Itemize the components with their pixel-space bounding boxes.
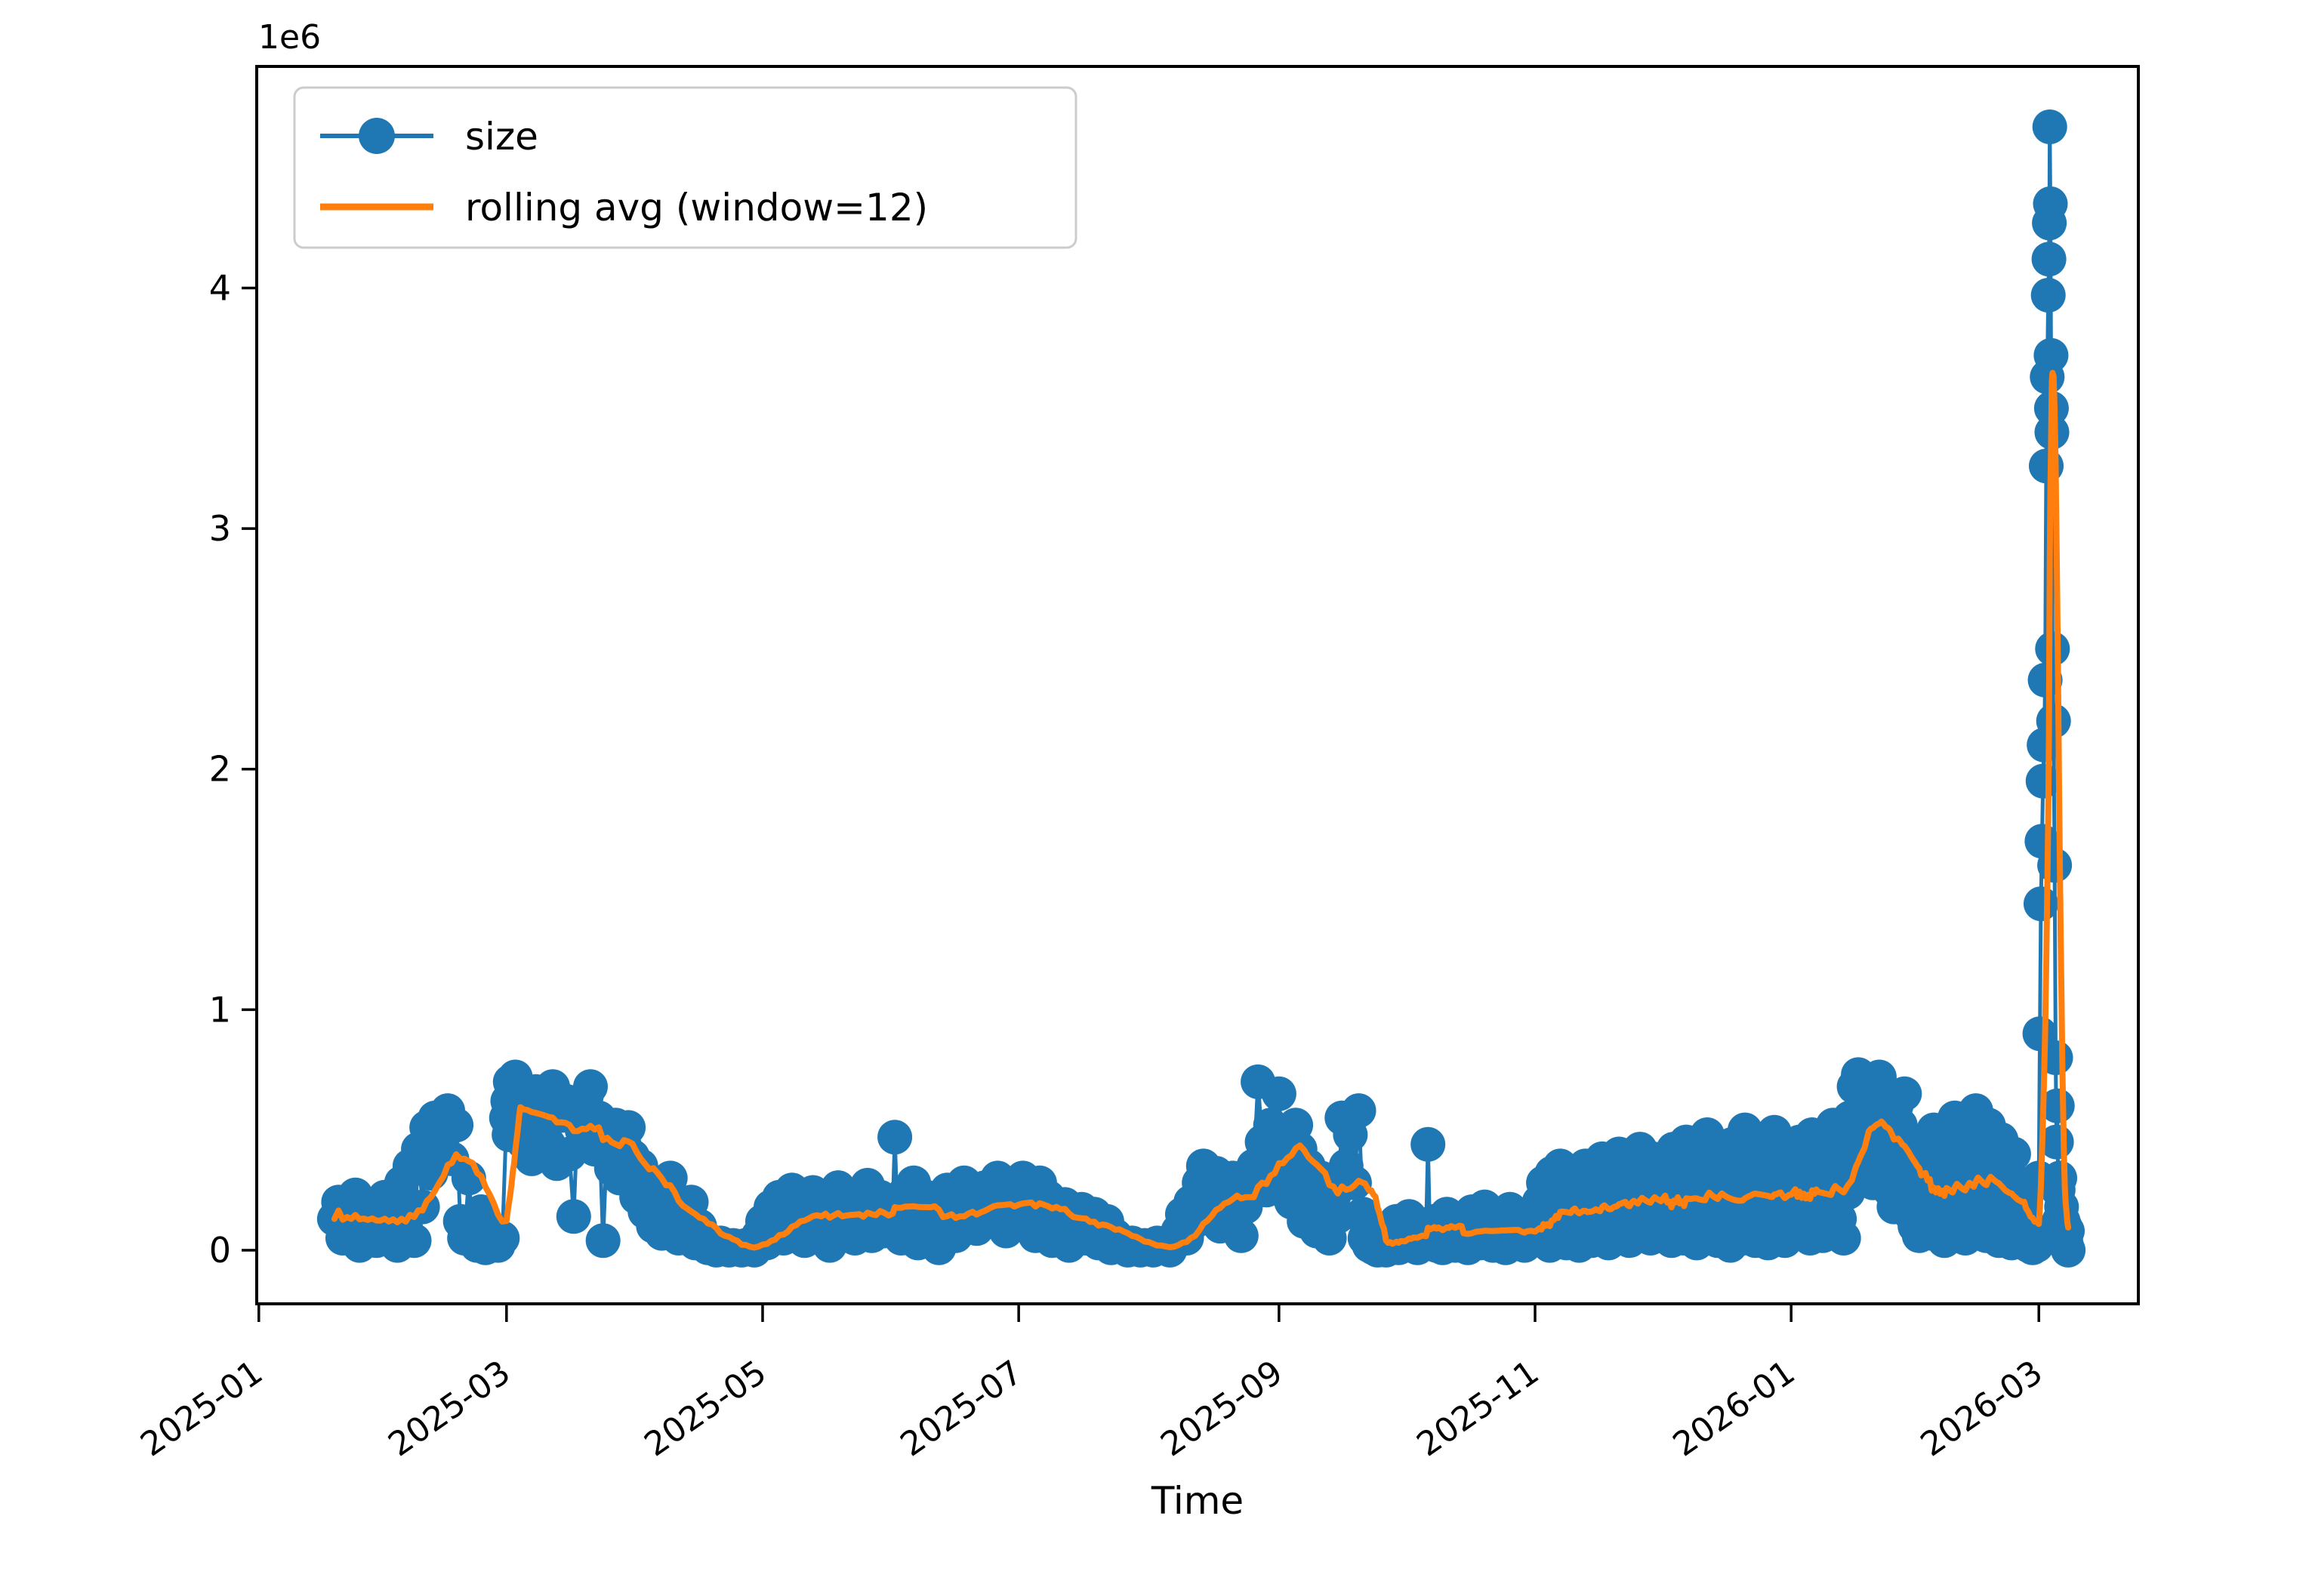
size-marker — [2036, 704, 2071, 738]
y-axis-tick-label: 3 — [209, 508, 231, 549]
size-marker — [611, 1110, 646, 1145]
y-axis-tick-label: 1 — [209, 989, 231, 1030]
size-marker — [2042, 1160, 2077, 1196]
rolling-avg-line — [331, 370, 2072, 1251]
legend-size-marker — [359, 118, 395, 154]
size-marker — [1223, 1218, 1259, 1253]
y-axis-tick-label: 2 — [209, 749, 231, 790]
size-marker — [877, 1120, 913, 1155]
y-axis-tick-label: 4 — [209, 267, 231, 308]
y-axis-tick-label: 0 — [209, 1230, 231, 1271]
size-marker — [1887, 1076, 1922, 1111]
size-marker — [1320, 1199, 1355, 1234]
size-marker — [2031, 242, 2067, 277]
size-marker — [2037, 848, 2073, 883]
legend-label-size: size — [465, 115, 538, 159]
size-marker — [1341, 1093, 1376, 1129]
legend — [293, 86, 1077, 249]
size-marker — [2025, 763, 2061, 799]
size-marker — [2030, 278, 2066, 313]
size-marker — [556, 1199, 591, 1234]
x-axis-title: Time — [1151, 1479, 1244, 1523]
size-marker — [2032, 109, 2067, 144]
size-marker — [2027, 662, 2063, 698]
size-marker — [439, 1108, 474, 1143]
size-marker — [1996, 1136, 2031, 1172]
size-marker — [585, 1223, 621, 1259]
size-marker — [1826, 1221, 1861, 1256]
size-marker — [396, 1223, 432, 1259]
size-marker — [2024, 886, 2058, 922]
size-marker — [2035, 631, 2070, 667]
size-marker — [2033, 186, 2068, 221]
size-marker — [1261, 1076, 1296, 1111]
size-marker — [573, 1069, 608, 1105]
size-marker — [652, 1160, 688, 1196]
size-marker — [1410, 1126, 1446, 1162]
size-marker — [485, 1221, 520, 1256]
size-series-markers — [316, 109, 2086, 1268]
size-marker — [2033, 337, 2069, 373]
size-marker — [2051, 1232, 2086, 1268]
y-axis-offset-label: 1e6 — [258, 18, 321, 57]
legend-label-rolling-avg: rolling avg (window=12) — [465, 186, 928, 230]
